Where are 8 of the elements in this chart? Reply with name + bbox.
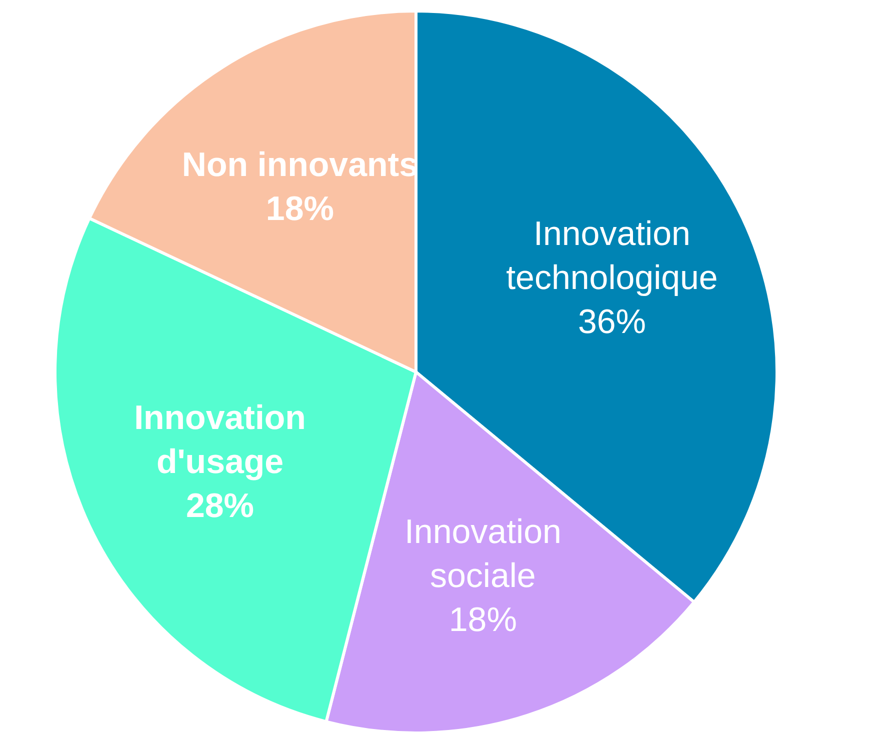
slice-label: Innovation d'usage [134, 399, 306, 482]
slice-label: Innovation sociale [404, 512, 562, 595]
data-label: 18% [266, 190, 334, 228]
slice-label: Non innovants [182, 146, 418, 184]
data-label: 36% [578, 302, 646, 341]
slice-label: Innovation technologique [506, 214, 718, 297]
data-label: 28% [186, 487, 254, 526]
data-label: 18% [448, 600, 517, 639]
